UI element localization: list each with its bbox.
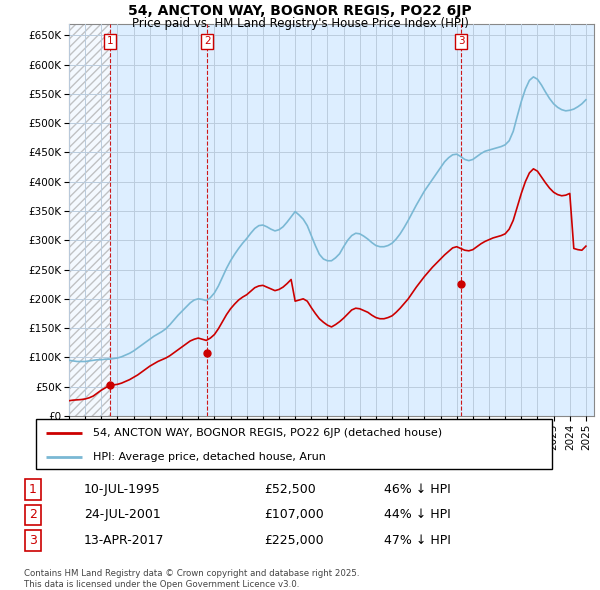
Text: 46% ↓ HPI: 46% ↓ HPI	[384, 483, 451, 496]
Text: 54, ANCTON WAY, BOGNOR REGIS, PO22 6JP: 54, ANCTON WAY, BOGNOR REGIS, PO22 6JP	[128, 4, 472, 18]
Text: 1: 1	[107, 36, 113, 46]
FancyBboxPatch shape	[36, 419, 552, 469]
Text: £107,000: £107,000	[264, 508, 324, 522]
Text: 13-APR-2017: 13-APR-2017	[84, 534, 164, 547]
Text: 54, ANCTON WAY, BOGNOR REGIS, PO22 6JP (detached house): 54, ANCTON WAY, BOGNOR REGIS, PO22 6JP (…	[93, 428, 442, 438]
Text: Price paid vs. HM Land Registry's House Price Index (HPI): Price paid vs. HM Land Registry's House …	[131, 17, 469, 30]
Text: Contains HM Land Registry data © Crown copyright and database right 2025.
This d: Contains HM Land Registry data © Crown c…	[24, 569, 359, 589]
Text: 2: 2	[29, 508, 37, 522]
Text: 2: 2	[204, 36, 211, 46]
Text: 10-JUL-1995: 10-JUL-1995	[84, 483, 161, 496]
Text: 47% ↓ HPI: 47% ↓ HPI	[384, 534, 451, 547]
Text: 3: 3	[458, 36, 464, 46]
Text: £225,000: £225,000	[264, 534, 323, 547]
Text: 44% ↓ HPI: 44% ↓ HPI	[384, 508, 451, 522]
Text: 24-JUL-2001: 24-JUL-2001	[84, 508, 161, 522]
Text: £52,500: £52,500	[264, 483, 316, 496]
Text: HPI: Average price, detached house, Arun: HPI: Average price, detached house, Arun	[93, 451, 326, 461]
Text: 1: 1	[29, 483, 37, 496]
Bar	[69, 24, 110, 416]
Text: 3: 3	[29, 534, 37, 547]
